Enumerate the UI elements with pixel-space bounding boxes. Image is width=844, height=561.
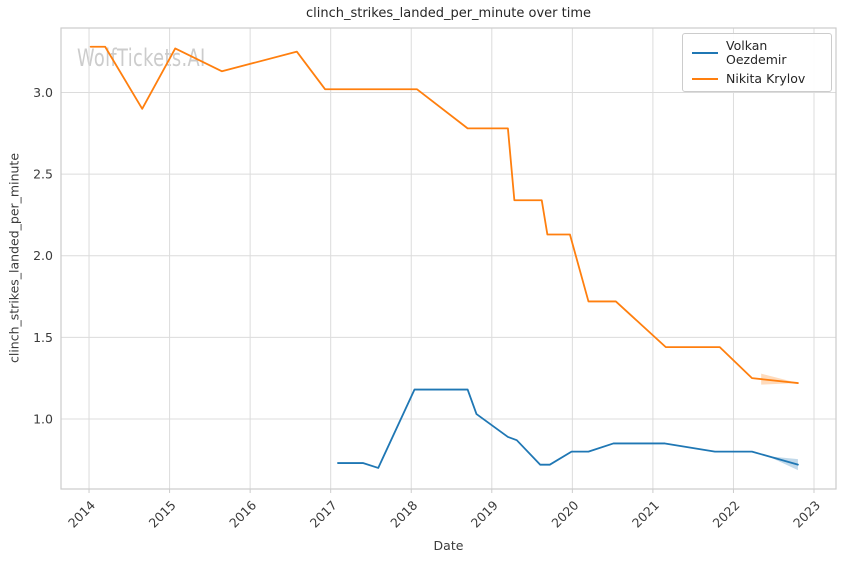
series-line-nikita-krylov <box>89 45 799 384</box>
legend-item: Nikita Krylov <box>692 72 822 86</box>
x-tick-label: 2021 <box>629 498 662 531</box>
x-tick-label: 2014 <box>65 497 98 530</box>
legend-item: Volkan Oezdemir <box>692 39 822 67</box>
x-tick-labels: 2014 2015 2016 2017 2018 2019 2020 2021 2022 2023 <box>65 489 823 531</box>
legend-label: Nikita Krylov <box>726 71 806 86</box>
y-tick-labels: 1.0 1.5 2.0 2.5 3.0 <box>33 85 53 426</box>
y-tick-label: 3.0 <box>33 85 53 100</box>
y-tick-label: 1.0 <box>33 411 53 426</box>
x-tick-label: 2023 <box>790 498 823 531</box>
legend-label: Volkan Oezdemir <box>726 38 787 67</box>
chart-title: clinch_strikes_landed_per_minute over ti… <box>305 6 592 21</box>
axes-border <box>60 27 837 490</box>
legend-line-swatch <box>692 52 718 54</box>
watermark: WolfTickets.AI <box>77 44 206 72</box>
legend: Volkan Oezdemir Nikita Krylov <box>682 33 832 92</box>
series-end-wedge-volkan-oezdemir <box>768 456 798 471</box>
x-axis-label: Date <box>433 538 464 553</box>
y-tick-label: 2.0 <box>33 248 53 263</box>
y-tick-label: 1.5 <box>33 330 53 345</box>
series-line-volkan-oezdemir <box>337 388 799 469</box>
x-tick-label: 2015 <box>146 498 179 531</box>
x-tick-label: 2022 <box>709 498 742 531</box>
x-tick-label: 2017 <box>307 498 340 531</box>
gridlines <box>61 28 836 489</box>
x-tick-label: 2020 <box>548 497 581 530</box>
x-tick-label: 2016 <box>226 497 259 530</box>
x-tick-label: 2018 <box>387 497 420 530</box>
y-tick-label: 2.5 <box>33 167 53 182</box>
x-tick-label: 2019 <box>468 497 501 530</box>
legend-line-swatch <box>692 78 718 80</box>
